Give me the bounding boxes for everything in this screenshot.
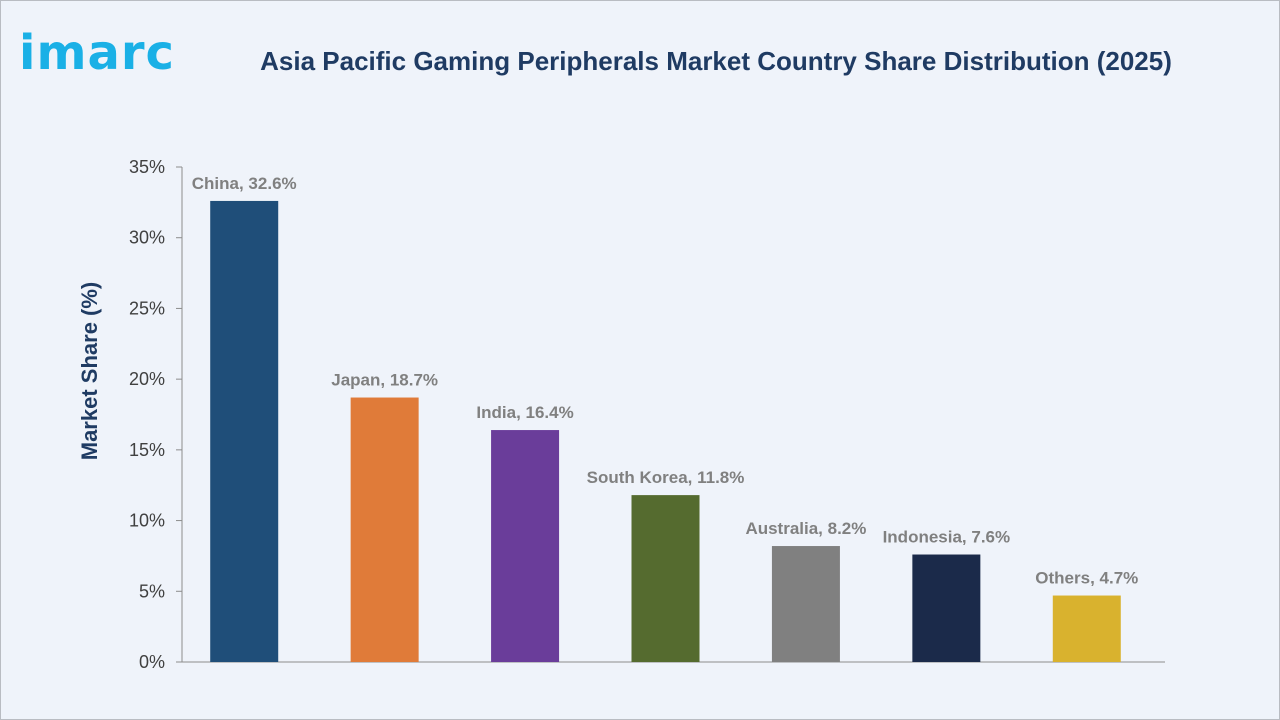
bar-india bbox=[491, 430, 560, 662]
y-tick-label: 5% bbox=[139, 581, 165, 601]
data-label-india: India, 16.4% bbox=[476, 403, 573, 422]
bar-japan bbox=[350, 397, 419, 662]
bar-indonesia bbox=[912, 554, 981, 662]
y-axis-label: Market Share (%) bbox=[77, 282, 102, 461]
chart-title: Asia Pacific Gaming Peripherals Market C… bbox=[260, 46, 1172, 76]
y-tick-label: 35% bbox=[129, 157, 165, 177]
y-tick-label: 15% bbox=[129, 440, 165, 460]
data-labels: China, 32.6% Japan, 18.7% India, 16.4% Sout… bbox=[192, 174, 1139, 588]
bar-australia bbox=[771, 546, 840, 662]
bars bbox=[210, 200, 1121, 662]
axes: 0% 5% 10% 15% 20% 25% 30% 35% bbox=[129, 157, 1165, 672]
bar-china bbox=[210, 200, 279, 662]
data-label-japan: Japan, 18.7% bbox=[331, 371, 438, 390]
y-tick-label: 25% bbox=[129, 298, 165, 318]
bar-south-korea bbox=[631, 495, 700, 662]
y-tick-label: 30% bbox=[129, 228, 165, 248]
data-label-australia: Australia, 8.2% bbox=[745, 519, 866, 538]
imarc-logo: imarc bbox=[19, 25, 175, 81]
data-label-others: Others, 4.7% bbox=[1035, 569, 1138, 588]
data-label-indonesia: Indonesia, 7.6% bbox=[883, 528, 1011, 547]
y-tick-label: 20% bbox=[129, 369, 165, 389]
bar-others bbox=[1052, 595, 1121, 662]
y-tick-label: 10% bbox=[129, 511, 165, 531]
y-tick-label: 0% bbox=[139, 652, 165, 672]
data-label-south-korea: South Korea, 11.8% bbox=[587, 468, 745, 487]
data-label-china: China, 32.6% bbox=[192, 174, 297, 193]
